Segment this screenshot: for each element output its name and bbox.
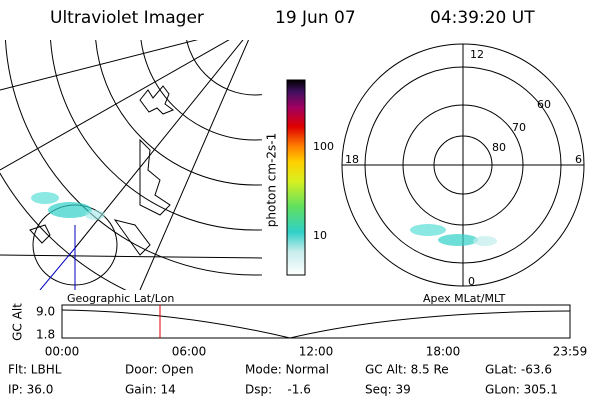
geo-map: [0, 40, 262, 290]
panel-title: Apex MLat/MLT: [423, 292, 506, 305]
date: 19 Jun 07: [275, 8, 356, 28]
info-item: Dsp: -1.6: [245, 383, 311, 397]
time-label: 00:00: [45, 345, 80, 359]
info-item: GC Alt: 8.5 Re: [365, 363, 449, 377]
info-item: Flt: LBHL: [8, 363, 62, 377]
colorbar: [286, 79, 306, 276]
info-item: Door: Open: [125, 363, 194, 377]
colorbar-tick: 10: [313, 229, 327, 242]
time-label: 12:00: [299, 345, 334, 359]
colorbar-tick: 100: [313, 140, 334, 153]
lat-label: 70: [512, 121, 526, 134]
mlt-label: 6: [575, 153, 582, 166]
info-item: Gain: 14: [125, 383, 176, 397]
mlt-label: 0: [468, 275, 475, 288]
mlt-label: 12: [470, 48, 484, 61]
y-label: 9.0: [36, 305, 55, 319]
time-label: 18:00: [426, 345, 461, 359]
time: 04:39:20 UT: [430, 8, 535, 28]
polar-grid: [341, 43, 585, 287]
panel-title: Geographic Lat/Lon: [67, 292, 174, 305]
info-item: IP: 36.0: [8, 383, 53, 397]
y-label: 1.8: [36, 328, 55, 342]
panel-frame: [61, 304, 571, 339]
info-block: Flt: LBHL Door: Open Mode: Normal GC Alt: 8…: [8, 363, 558, 397]
time-label: 23:59: [553, 345, 588, 359]
axis-label: GC Alt: [11, 303, 25, 341]
time-label: 06:00: [172, 345, 207, 359]
colorbar-label: photon cm-2s-1: [265, 133, 279, 228]
title: Ultraviolet Imager: [50, 8, 204, 28]
lat-label: 80: [492, 141, 506, 154]
mlt-label: 18: [345, 153, 359, 166]
info-item: Mode: Normal: [245, 363, 329, 377]
info-item: Seq: 39: [365, 383, 411, 397]
info-item: GLat: -63.6: [485, 363, 552, 377]
info-item: GLon: 305.1: [485, 383, 558, 397]
altitude-curve: [61, 309, 571, 339]
lat-label: 60: [537, 98, 551, 111]
